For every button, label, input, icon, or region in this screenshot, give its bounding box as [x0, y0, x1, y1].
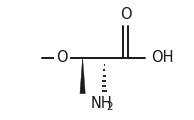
Text: NH: NH	[91, 96, 113, 111]
Text: O: O	[120, 7, 132, 22]
Text: OH: OH	[152, 50, 174, 65]
Text: O: O	[56, 50, 67, 65]
Text: 2: 2	[106, 102, 113, 112]
Polygon shape	[80, 58, 85, 94]
